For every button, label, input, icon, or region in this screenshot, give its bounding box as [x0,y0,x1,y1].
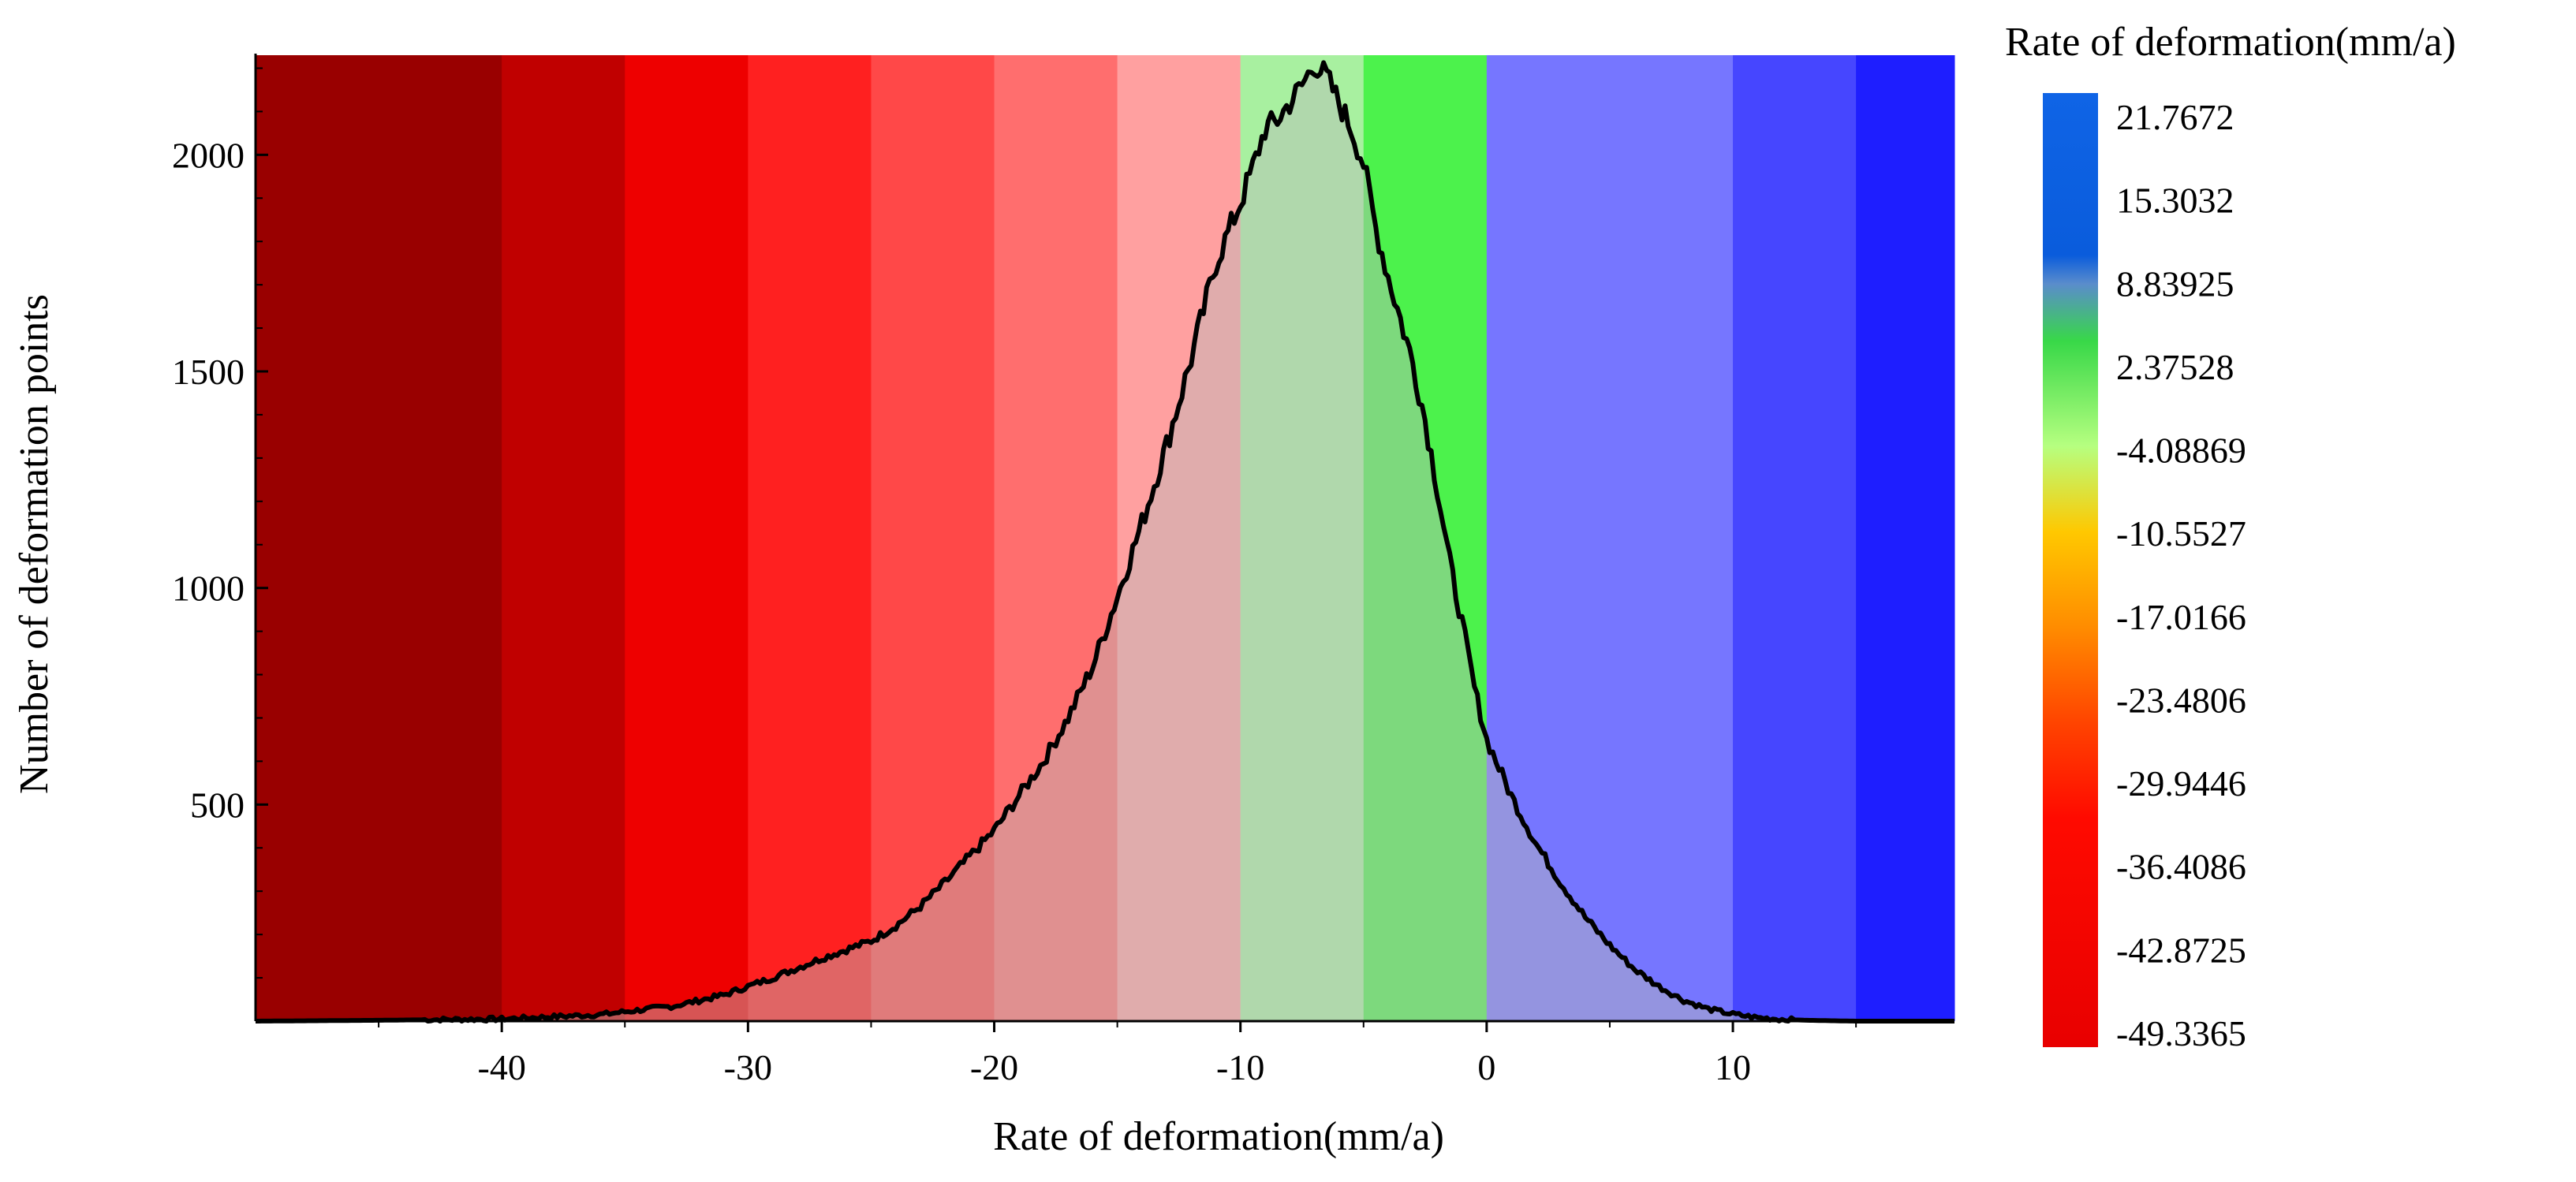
background-band-11 [1856,55,1955,1021]
x-tick-label: -30 [724,1047,772,1087]
y-tick-label: 1500 [172,352,245,392]
background-band-4 [871,55,995,1021]
colorbar-label: -23.4806 [2116,680,2246,720]
x-tick-label: -40 [478,1047,526,1087]
background-band-3 [748,55,872,1021]
colorbar [2043,93,2098,1047]
colorbar-label: -4.08869 [2116,431,2246,471]
colorbar-labels: 21.7672 15.3032 8.83925 2.37528 -4.08869 -10.… [2116,97,2246,1053]
x-tick-label: 10 [1715,1047,1751,1087]
background-band-8 [1363,55,1488,1021]
background-band-1 [502,55,625,1021]
background-band-10 [1733,55,1857,1021]
colorbar-label: 2.37528 [2116,347,2234,387]
background-band-5 [994,55,1118,1021]
colorbar-label: -49.3365 [2116,1013,2246,1053]
x-tick-label: -20 [970,1047,1018,1087]
colorbar-label: 8.83925 [2116,263,2234,304]
y-tick-label: 1000 [172,569,245,609]
colorbar-label: -36.4086 [2116,847,2246,887]
background-band-0 [256,55,502,1021]
colorbar-label: 15.3032 [2116,181,2234,221]
x-axis-ticks: -40 -30 -20 -10 0 10 [378,1021,1857,1087]
colorbar-label: -17.0166 [2116,597,2246,637]
axes [254,54,1954,1023]
colorbar-label: -42.8725 [2116,930,2246,970]
x-tick-label: 0 [1477,1047,1495,1087]
colorbar-label: -29.9446 [2116,763,2246,804]
distribution-area [256,62,1954,1021]
background-band-2 [625,55,749,1021]
y-tick-label: 2000 [172,135,245,175]
colorbar-title: Rate of deformation(mm/a) [2005,20,2456,65]
x-tick-label: -10 [1216,1047,1264,1087]
colorbar-label: -10.5527 [2116,513,2246,554]
background-band-9 [1486,55,1734,1021]
y-tick-label: 500 [190,785,245,825]
background-band-7 [1240,55,1365,1021]
x-axis-title: Rate of deformation(mm/a) [993,1114,1444,1159]
y-axis-title: Number of deformation points [12,294,57,794]
distribution-line [256,60,1954,1024]
background-bands [256,55,1955,1021]
colorbar-label: 21.7672 [2116,97,2234,137]
y-axis-ticks: 500 1000 1500 2000 [172,67,268,979]
